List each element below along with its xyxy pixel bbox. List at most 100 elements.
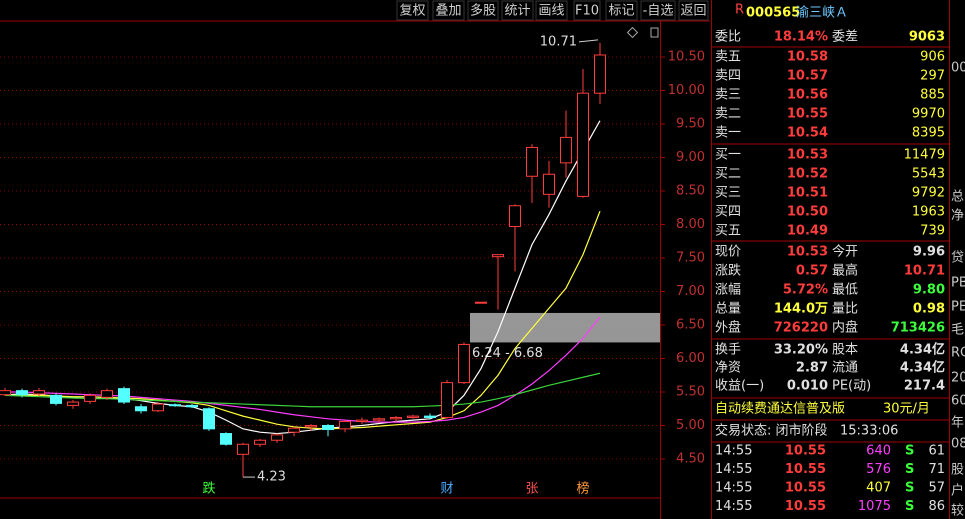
toolbar-label[interactable]: F10	[575, 4, 599, 19]
toolbar-label[interactable]: 标记	[608, 4, 634, 19]
side-label: 总	[951, 190, 964, 205]
toolbar-label[interactable]: 复权	[399, 3, 425, 19]
quote-cell: 18.14%	[774, 30, 828, 45]
candle-body	[407, 415, 419, 418]
quote-cell: 1963	[912, 205, 945, 220]
side-label: PE	[951, 300, 965, 315]
quote-cell: 10.52	[787, 167, 828, 182]
status: 交易状态: 闭市阶段	[715, 423, 828, 439]
trade-cell: 86	[928, 499, 945, 514]
quote-cell: 买三	[715, 186, 741, 201]
toolbar-button[interactable]	[396, 0, 429, 21]
toolbar-button[interactable]	[432, 0, 465, 21]
trade-cell: 14:55	[715, 444, 752, 459]
high-label: 10.71	[540, 34, 577, 49]
toolbar-button[interactable]	[573, 0, 601, 21]
trade-cell: 10.55	[785, 499, 826, 514]
icon[interactable]	[650, 27, 659, 38]
candle-body	[424, 415, 436, 418]
quote-cell: 买四	[715, 205, 741, 220]
candle-body	[560, 136, 572, 164]
quote-cell: 最低	[832, 283, 858, 298]
quote-cell: 10.55	[787, 107, 828, 122]
y-tick-label: 10.50	[668, 50, 705, 65]
candle-body	[373, 418, 385, 421]
toolbar-button[interactable]	[605, 0, 638, 21]
quote-cell: 10.71	[904, 264, 945, 279]
candle-body	[339, 420, 351, 430]
quote-cell: 10.51	[787, 186, 828, 201]
quote-cell: 10.54	[787, 126, 828, 141]
quote-cell: 换手	[715, 343, 741, 358]
side-label: 户	[951, 483, 964, 499]
toolbar-label[interactable]: -自选	[643, 4, 674, 19]
quote-cell: 净资	[715, 361, 741, 376]
event-marker: 张	[525, 482, 538, 497]
icon[interactable]	[626, 26, 639, 39]
toolbar-button[interactable]	[640, 0, 676, 21]
side-label: 股	[951, 463, 964, 478]
toolbar-label[interactable]: 多股	[470, 3, 496, 19]
status-time: 15:33:06	[840, 424, 898, 439]
trade-cell: 10.55	[785, 462, 826, 477]
quote-cell: 0.57	[796, 264, 828, 279]
toolbar-button[interactable]	[501, 0, 534, 21]
y-tick-label: 6.00	[676, 351, 705, 366]
candle-body	[67, 401, 79, 406]
quote-cell: 144.0万	[774, 302, 828, 317]
annotation-line	[578, 39, 599, 43]
quote-cell: 4.34亿	[900, 342, 945, 358]
quote-cell: 收益(一)	[715, 379, 764, 394]
quote-cell: 外盘	[715, 320, 741, 336]
candle-body	[305, 425, 317, 428]
stock-code: 000565	[746, 6, 800, 21]
trade-cell: 576	[866, 462, 891, 477]
quote-cell: 买二	[715, 167, 741, 182]
candle-body	[509, 205, 521, 228]
toolbar-button[interactable]	[467, 0, 499, 21]
candle-body	[254, 439, 266, 445]
candle-body	[288, 427, 300, 433]
candle-body	[169, 404, 181, 407]
y-tick-label: 5.00	[676, 418, 705, 433]
quote-cell: 现价	[715, 245, 741, 260]
quote-cell: 739	[920, 224, 945, 239]
banner[interactable]: 自动续费通达信普及版	[715, 402, 845, 417]
quote-cell: 卖一	[715, 126, 741, 141]
side-label: 年	[951, 416, 964, 431]
candle-body	[50, 394, 62, 404]
side-label: 20	[951, 371, 965, 386]
candle-body	[101, 390, 113, 398]
quote-cell: 297	[920, 69, 945, 84]
quote-cell: 10.50	[787, 205, 828, 220]
toolbar-button[interactable]	[678, 0, 709, 21]
quote-cell: 10.53	[787, 245, 828, 260]
toolbar-button[interactable]	[535, 0, 568, 21]
quote-cell: 726220	[774, 321, 828, 336]
event-marker: 榜	[576, 481, 589, 497]
candle-body	[458, 343, 470, 384]
candle-body	[594, 54, 606, 94]
candle-body	[118, 388, 130, 403]
candle-body	[390, 416, 402, 420]
toolbar-label[interactable]: 返回	[680, 4, 706, 19]
toolbar-label[interactable]: 画线	[538, 4, 564, 19]
quote-cell: 11479	[904, 148, 945, 163]
y-tick-label: 9.50	[676, 117, 705, 132]
quote-cell: 卖二	[715, 107, 741, 122]
quote-cell: 涨跌	[715, 263, 741, 279]
quote-cell: 713426	[891, 321, 945, 336]
candle-body	[492, 254, 504, 258]
candle-body	[152, 403, 164, 412]
toolbar-label[interactable]: 叠加	[435, 4, 461, 19]
trade-cell: S	[905, 444, 914, 459]
toolbar-label[interactable]: 统计	[504, 4, 530, 19]
trade-cell: 10.55	[785, 481, 826, 496]
quote-cell: 9792	[912, 186, 945, 201]
banner-price[interactable]: 30元/月	[883, 402, 930, 417]
quote-cell: 卖五	[715, 50, 741, 65]
trade-cell: S	[905, 481, 914, 496]
zone-label: 6.24 - 6.68	[472, 346, 543, 361]
